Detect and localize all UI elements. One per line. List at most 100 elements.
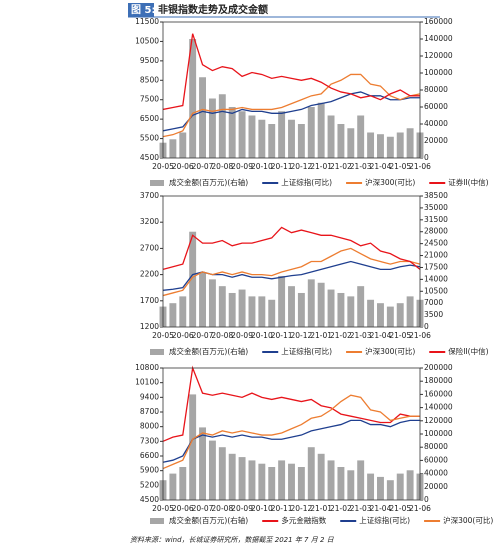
x-tick-label: 21-03	[350, 504, 372, 513]
volume-bar	[218, 447, 226, 500]
y2-tick-label: 3500	[424, 310, 443, 319]
y2-tick-label: 140000	[424, 34, 453, 43]
y2-tick-label: 35000	[424, 203, 448, 212]
volume-bar	[238, 457, 246, 500]
volume-bar	[238, 111, 246, 158]
y-tick-label: 8700	[140, 407, 159, 416]
label-box	[128, 3, 154, 17]
volume-bar	[386, 306, 394, 327]
source-note: 资料来源：wind，长城证券研究所，数据截至 2021 年 7 月 2 日	[130, 536, 335, 544]
x-tick-label: 20-06	[172, 162, 194, 171]
x-tick-label: 20-07	[192, 504, 214, 513]
legend-label: 沪深300(可比)	[443, 515, 493, 525]
x-tick-label: 21-04	[370, 331, 392, 340]
legend-label: 上证综指(可比)	[281, 346, 332, 356]
x-tick-label: 21-03	[350, 331, 372, 340]
volume-bar	[268, 124, 276, 158]
volume-bar	[406, 296, 414, 327]
volume-bar	[386, 480, 394, 500]
y-tick-label: 5500	[140, 134, 159, 143]
legend-label: 上证综指(可比)	[281, 177, 332, 187]
volume-bar	[169, 139, 177, 158]
y-tick-label: 10800	[135, 363, 159, 372]
y-tick-label: 10500	[135, 36, 159, 45]
volume-bar	[337, 292, 345, 327]
volume-bar	[357, 460, 365, 500]
y-tick-label: 3200	[140, 217, 159, 226]
y2-tick-label: 0	[424, 153, 429, 162]
volume-bar	[317, 102, 325, 158]
volume-bar	[288, 286, 295, 327]
volume-bar	[396, 132, 404, 158]
x-tick-label: 20-11	[271, 331, 293, 340]
volume-bar	[258, 119, 266, 158]
series-line	[162, 33, 420, 111]
volume-bar	[228, 292, 236, 327]
y2-tick-label: 100000	[424, 429, 453, 438]
figure-title: 非银指数走势及成交金额	[158, 3, 268, 16]
volume-bar	[278, 111, 286, 158]
volume-bar	[169, 303, 177, 327]
volume-bar	[386, 136, 394, 158]
plot-frame	[162, 367, 421, 501]
y-tick-label: 2200	[140, 270, 159, 279]
volume-bar	[377, 303, 384, 327]
legend-swatch	[150, 180, 164, 186]
x-tick-label: 21-05	[389, 162, 411, 171]
volume-bar	[228, 107, 236, 158]
volume-bar	[307, 107, 315, 158]
x-tick-label: 21-06	[409, 331, 431, 340]
volume-bar	[288, 463, 295, 500]
x-tick-label: 20-06	[172, 331, 194, 340]
x-tick-label: 20-09	[231, 331, 253, 340]
volume-bar	[248, 115, 256, 158]
y2-tick-label: 160000	[424, 389, 453, 398]
volume-bar	[268, 299, 276, 327]
x-tick-label: 20-12	[290, 331, 312, 340]
series-line	[162, 73, 421, 138]
y2-tick-label: 0	[424, 495, 429, 504]
plot-frame	[162, 195, 421, 328]
x-tick-label: 20-07	[192, 331, 214, 340]
volume-bar	[347, 128, 355, 158]
volume-bar	[297, 124, 305, 158]
x-tick-label: 20-11	[271, 162, 293, 171]
volume-bar	[208, 279, 216, 327]
y2-tick-label: 28000	[424, 227, 448, 236]
legend-label: 沪深300(可比)	[365, 177, 415, 187]
y2-tick-label: 14000	[424, 274, 448, 283]
y-tick-label: 5900	[140, 466, 159, 475]
volume-bar	[208, 98, 216, 158]
series-line	[162, 394, 420, 470]
x-tick-label: 20-07	[192, 162, 214, 171]
x-tick-label: 20-09	[231, 504, 253, 513]
y-tick-label: 1700	[140, 296, 159, 305]
x-tick-label: 20-10	[251, 331, 273, 340]
volume-bar	[367, 299, 375, 327]
x-tick-label: 20-05	[152, 331, 174, 340]
y-tick-label: 4500	[140, 495, 159, 504]
x-tick-label: 21-01	[310, 331, 332, 340]
y2-tick-label: 21000	[424, 251, 448, 260]
y2-tick-label: 20000	[424, 136, 448, 145]
volume-bar	[357, 286, 365, 327]
x-tick-label: 20-11	[271, 504, 293, 513]
volume-bar	[357, 115, 365, 158]
volume-bar	[327, 289, 335, 327]
series-line	[162, 365, 420, 442]
volume-bar	[189, 231, 197, 327]
legend-swatch	[150, 349, 164, 355]
volume-bar	[406, 470, 414, 500]
series-line	[162, 247, 421, 297]
volume-bar	[278, 460, 286, 500]
volume-bar	[208, 440, 216, 500]
y-tick-label: 11500	[135, 17, 159, 26]
volume-bar	[347, 470, 355, 500]
volume-bar	[297, 467, 305, 500]
y-tick-label: 1200	[140, 322, 159, 331]
volume-bar	[199, 272, 206, 327]
volume-bar	[367, 132, 375, 158]
y2-tick-label: 60000	[424, 102, 448, 111]
y-tick-label: 8500	[140, 75, 159, 84]
